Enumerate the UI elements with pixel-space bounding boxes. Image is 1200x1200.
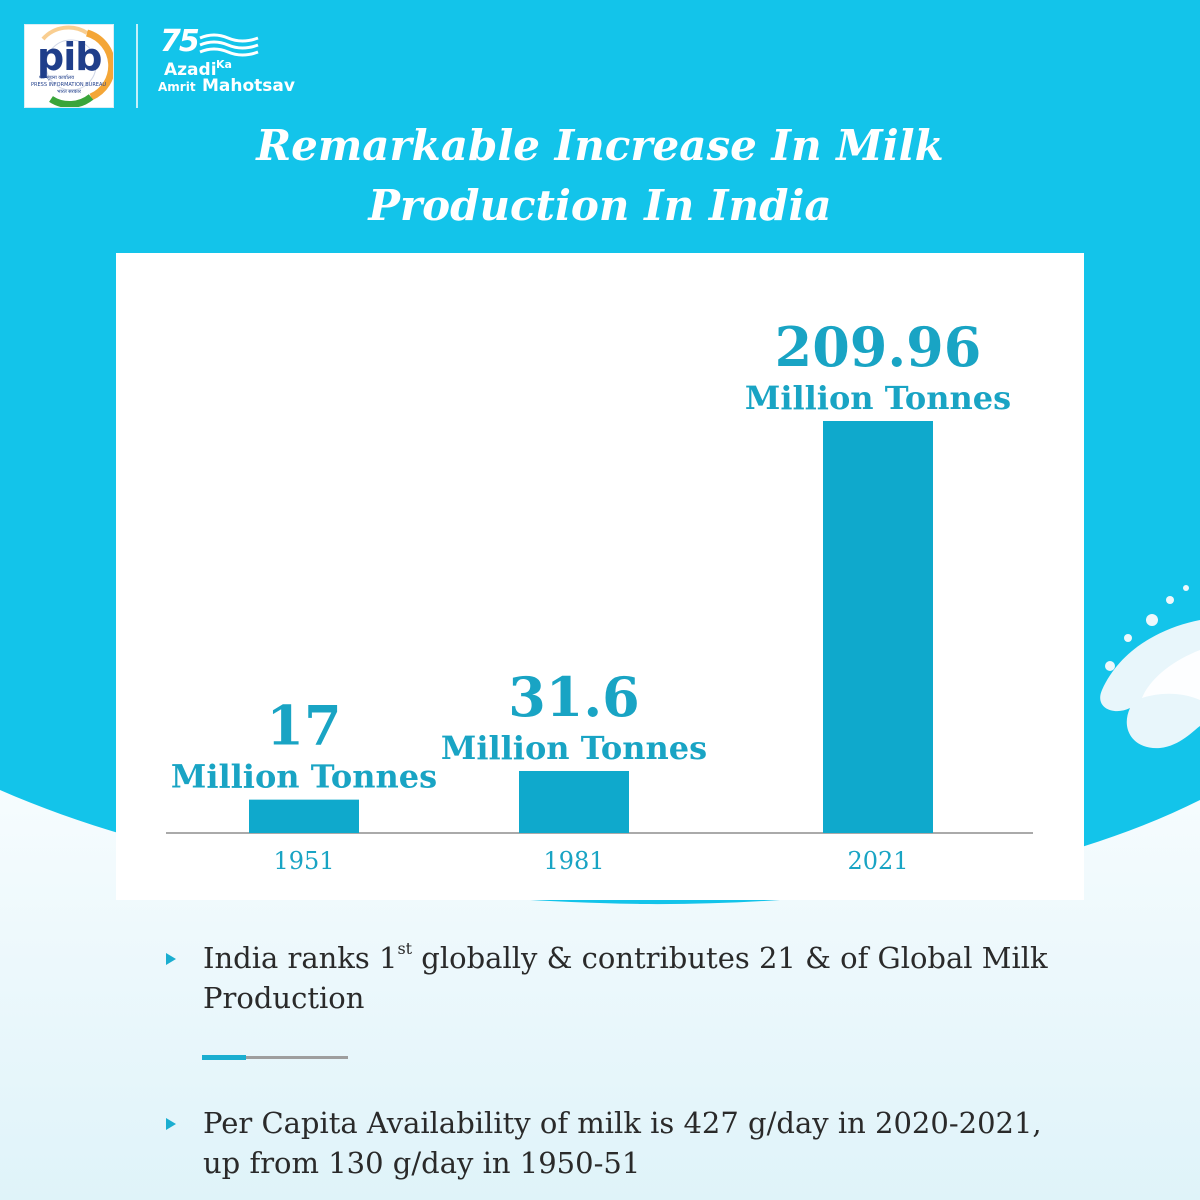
azadi-logo-word-mahotsav: Mahotsav	[202, 76, 295, 96]
header: pib पत्र सूचना कार्यालय PRESS INFORMATIO…	[24, 22, 298, 110]
bar-1951	[249, 799, 359, 833]
flag-waves-icon	[199, 33, 259, 57]
key-point-2-text: Per Capita Availability of milk is 427 g…	[203, 1106, 1042, 1180]
bar-2021	[823, 421, 933, 833]
key-point-1-text-end: globally & contributes 21 & of Global Mi…	[203, 941, 1048, 1015]
key-points: India ranks 1st globally & contributes 2…	[166, 938, 1066, 1183]
azadi-logo-number: 75	[160, 24, 200, 59]
title-line-1: Remarkable Increase In Milk	[256, 121, 944, 170]
divider-accent	[202, 1055, 246, 1060]
title-line-2: Production In India	[368, 181, 832, 230]
bar-1981	[519, 770, 629, 833]
bar-unit-label-1981: Million Tonnes	[441, 729, 707, 767]
pib-logo-caption-govt: भारत सरकार	[57, 89, 81, 95]
bar-value-1951: 17	[266, 694, 341, 758]
bar-unit-label-1951: Million Tonnes	[171, 758, 437, 796]
pib-logo: pib पत्र सूचना कार्यालय PRESS INFORMATIO…	[24, 24, 114, 108]
section-divider	[202, 1055, 348, 1060]
key-point-1-ordinal-suffix: st	[397, 939, 413, 958]
bar-unit-label-2021: Million Tonnes	[745, 379, 1011, 417]
key-point-per-capita: Per Capita Availability of milk is 427 g…	[166, 1103, 1066, 1183]
bar-value-1981: 31.6	[508, 665, 640, 729]
bar-value-2021: 209.96	[775, 315, 982, 379]
chart-panel: 17 Million Tonnes 1951 31.6 Million Tonnes 19…	[116, 253, 1084, 900]
x-tick-label-1981: 1981	[543, 847, 604, 875]
key-point-global-rank: India ranks 1st globally & contributes 2…	[166, 938, 1066, 1018]
key-point-1-text-start: India ranks 1	[203, 941, 398, 975]
logo-divider	[136, 24, 138, 108]
pib-logo-caption-english: PRESS INFORMATION BUREAU	[31, 82, 107, 88]
bullet-arrow-icon	[166, 953, 176, 965]
azadi-logo-word-amrit: Amrit	[158, 80, 196, 94]
azadi-logo-word-ka: Ka	[216, 58, 232, 71]
azadi-ka-amrit-mahotsav-logo: 75 Azadi Ka Amrit Mahotsav	[158, 24, 298, 108]
pib-logo-caption-hindi: पत्र सूचना कार्यालय	[39, 75, 75, 81]
x-tick-label-1951: 1951	[273, 847, 334, 875]
milk-splash-icon	[1100, 585, 1200, 749]
azadi-logo-word-azadi: Azadi	[164, 60, 217, 80]
pib-logo-wordmark: pib	[37, 35, 102, 79]
x-tick-label-2021: 2021	[847, 847, 908, 875]
page-title: Remarkable Increase In Milk Production I…	[150, 116, 1050, 236]
bullet-arrow-icon	[166, 1118, 176, 1130]
